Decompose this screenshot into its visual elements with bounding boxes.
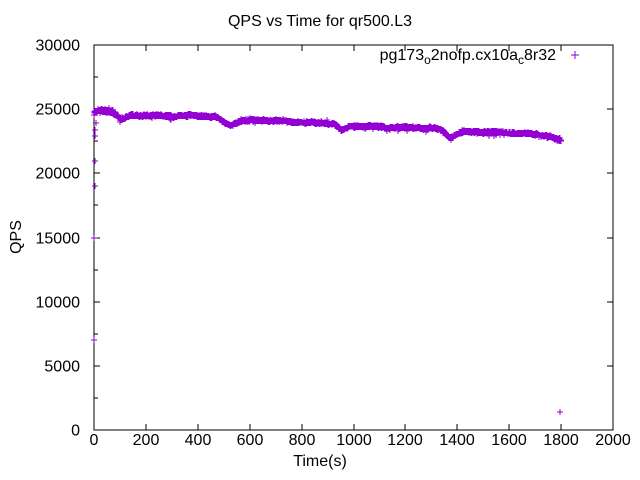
x-axis-label: Time(s) [293, 453, 347, 470]
legend-plus-marker-icon [571, 51, 579, 59]
y-tick-label: 20000 [36, 166, 81, 183]
x-tick-label: 1000 [336, 432, 372, 449]
tick-labels: 0 200 400 600 800 1000 1200 1400 1600 1800 2000050… [36, 38, 631, 450]
x-tick-label: 1200 [387, 432, 423, 449]
y-tick-label: 25000 [36, 102, 81, 119]
y-tick-label: 0 [71, 423, 80, 440]
plot-border [93, 44, 614, 431]
x-tick-label: 1800 [543, 432, 579, 449]
data-series-points [91, 105, 564, 415]
axis-ticks [93, 44, 614, 431]
y-tick-label: 10000 [36, 295, 81, 312]
x-tick-label: 800 [289, 432, 316, 449]
y-tick-label: 30000 [36, 38, 81, 55]
x-tick-label: 0 [90, 432, 99, 449]
y-tick-label: 15000 [36, 231, 81, 248]
x-tick-label: 2000 [595, 432, 631, 449]
x-tick-label: 1600 [491, 432, 527, 449]
x-tick-label: 1400 [439, 432, 475, 449]
y-tick-label: 5000 [44, 359, 80, 376]
chart-title: QPS vs Time for qr500.L3 [228, 13, 412, 30]
x-tick-label: 400 [185, 432, 212, 449]
legend: pg173o2nofp.cx10ac8r32 [380, 47, 579, 67]
x-tick-label: 200 [133, 432, 160, 449]
y-axis-label: QPS [8, 220, 25, 254]
legend-label: pg173o2nofp.cx10ac8r32 [380, 47, 557, 67]
x-tick-label: 600 [237, 432, 264, 449]
